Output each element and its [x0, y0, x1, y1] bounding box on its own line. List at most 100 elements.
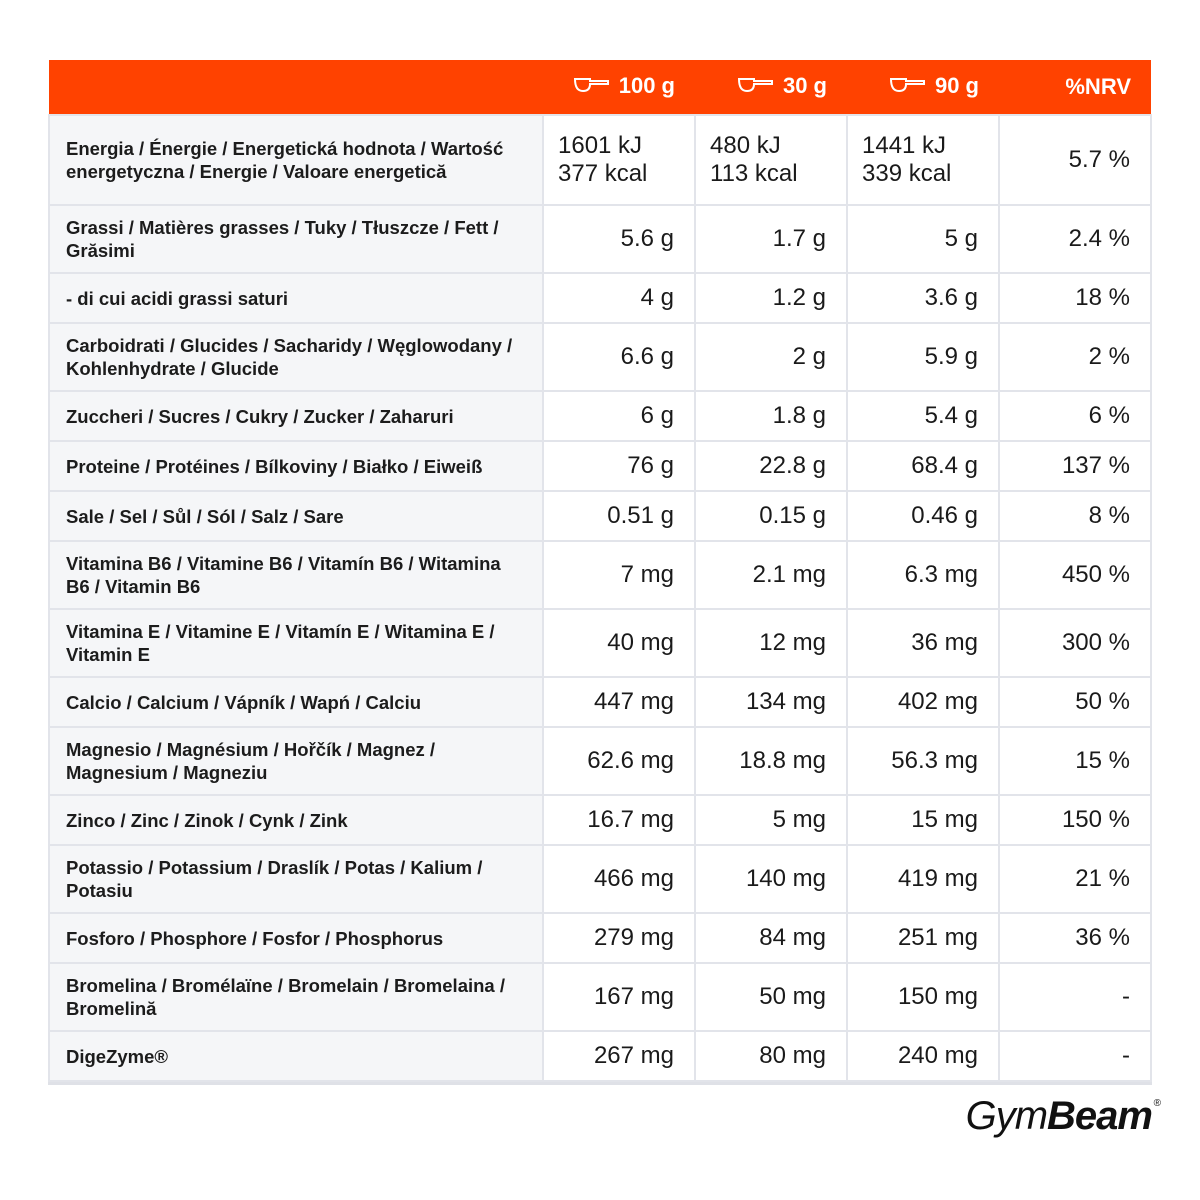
value-nrv: 450 % — [998, 540, 1152, 610]
value-kj: 1601 kJ — [558, 132, 643, 159]
value-30g: 1.8 g — [694, 390, 848, 442]
nutrient-name: Carboidrati / Glucides / Sacharidy / Węg… — [48, 322, 544, 392]
nutrient-name: Magnesio / Magnésium / Hořčík / Magnez /… — [48, 726, 544, 796]
table-row: Vitamina E / Vitamine E / Vitamín E / Wi… — [48, 608, 1152, 678]
header-name-cell — [49, 60, 543, 115]
value-30g: 22.8 g — [694, 440, 848, 492]
nutrient-name: Proteine / Protéines / Bílkoviny / Białk… — [48, 440, 544, 492]
table-row: Fosforo / Phosphore / Fosfor / Phosphoru… — [48, 912, 1152, 964]
value-100g: 40 mg — [542, 608, 696, 678]
header-col-90g: 90 g — [847, 60, 999, 115]
value-nrv: - — [998, 1030, 1152, 1082]
value-90g: 56.3 mg — [846, 726, 1000, 796]
value-30g: 1.2 g — [694, 272, 848, 324]
scoop-icon — [889, 73, 925, 99]
value-100g: 76 g — [542, 440, 696, 492]
table-row: Energia / Énergie / Energetická hodnota … — [48, 114, 1152, 206]
header-col-100g-label: 100 g — [618, 73, 675, 99]
scoop-icon — [573, 73, 609, 99]
header-row: 100 g 30 g 90 g %NRV — [49, 60, 1151, 115]
header-col-90g-label: 90 g — [934, 73, 979, 99]
value-kcal: 113 kcal — [710, 160, 798, 187]
value-100g: 6 g — [542, 390, 696, 442]
value-30g: 5 mg — [694, 794, 848, 846]
value-30g: 2 g — [694, 322, 848, 392]
nutrition-table: 100 g 30 g 90 g %NRV — [48, 60, 1152, 1082]
value-nrv: 2 % — [998, 322, 1152, 392]
table-row: DigeZyme® 267 mg 80 mg 240 mg - — [48, 1030, 1152, 1082]
gymbeam-logo: GymBeam ® — [966, 1094, 1161, 1139]
table-row: Sale / Sel / Sůl / Sól / Salz / Sare 0.5… — [48, 490, 1152, 542]
value-30g: 12 mg — [694, 608, 848, 678]
table-row: Bromelina / Bromélaïne / Bromelain / Bro… — [48, 962, 1152, 1032]
registered-mark: ® — [1153, 1098, 1161, 1109]
header-col-30g: 30 g — [695, 60, 847, 115]
scoop-icon — [737, 73, 773, 99]
value-nrv: 137 % — [998, 440, 1152, 492]
value-100g: 279 mg — [542, 912, 696, 964]
nutrient-name: Energia / Énergie / Energetická hodnota … — [48, 114, 544, 206]
table-row: Zuccheri / Sucres / Cukry / Zucker / Zah… — [48, 390, 1152, 442]
table-row: Zinco / Zinc / Zinok / Cynk / Zink 16.7 … — [48, 794, 1152, 846]
value-nrv: - — [998, 962, 1152, 1032]
logo-text-beam: Beam — [1047, 1094, 1153, 1138]
table-body: Energia / Énergie / Energetická hodnota … — [48, 114, 1152, 1082]
nutrient-name: Bromelina / Bromélaïne / Bromelain / Bro… — [48, 962, 544, 1032]
value-100g: 1601 kJ 377 kcal — [542, 114, 696, 206]
value-nrv: 21 % — [998, 844, 1152, 914]
nutrient-name: Vitamina B6 / Vitamine B6 / Vitamín B6 /… — [48, 540, 544, 610]
value-30g: 2.1 mg — [694, 540, 848, 610]
table-header: 100 g 30 g 90 g %NRV — [49, 60, 1151, 115]
value-30g: 0.15 g — [694, 490, 848, 542]
value-100g: 4 g — [542, 272, 696, 324]
value-90g: 5.9 g — [846, 322, 1000, 392]
nutrition-table-wrapper: 100 g 30 g 90 g %NRV — [48, 60, 1152, 1085]
value-100g: 0.51 g — [542, 490, 696, 542]
value-kj: 1441 kJ — [862, 132, 947, 159]
value-90g: 6.3 mg — [846, 540, 1000, 610]
value-90g: 150 mg — [846, 962, 1000, 1032]
value-30g: 1.7 g — [694, 204, 848, 274]
table-row: Proteine / Protéines / Bílkoviny / Białk… — [48, 440, 1152, 492]
value-100g: 62.6 mg — [542, 726, 696, 796]
value-nrv: 2.4 % — [998, 204, 1152, 274]
table-row: Potassio / Potassium / Draslík / Potas /… — [48, 844, 1152, 914]
nutrient-name: Potassio / Potassium / Draslík / Potas /… — [48, 844, 544, 914]
nutrient-name: - di cui acidi grassi saturi — [48, 272, 544, 324]
table-row: Carboidrati / Glucides / Sacharidy / Węg… — [48, 322, 1152, 392]
value-90g: 240 mg — [846, 1030, 1000, 1082]
value-90g: 5 g — [846, 204, 1000, 274]
value-100g: 167 mg — [542, 962, 696, 1032]
value-nrv: 5.7 % — [998, 114, 1152, 206]
value-30g: 50 mg — [694, 962, 848, 1032]
table-row: - di cui acidi grassi saturi 4 g 1.2 g 3… — [48, 272, 1152, 324]
table-row: Vitamina B6 / Vitamine B6 / Vitamín B6 /… — [48, 540, 1152, 610]
value-100g: 16.7 mg — [542, 794, 696, 846]
value-30g: 84 mg — [694, 912, 848, 964]
value-90g: 3.6 g — [846, 272, 1000, 324]
value-90g: 15 mg — [846, 794, 1000, 846]
header-col-30g-label: 30 g — [782, 73, 827, 99]
value-kcal: 339 kcal — [862, 160, 952, 187]
value-30g: 480 kJ 113 kcal — [694, 114, 848, 206]
value-100g: 267 mg — [542, 1030, 696, 1082]
table-row: Calcio / Calcium / Vápník / Wapń / Calci… — [48, 676, 1152, 728]
value-nrv: 18 % — [998, 272, 1152, 324]
value-90g: 68.4 g — [846, 440, 1000, 492]
table-row: Magnesio / Magnésium / Hořčík / Magnez /… — [48, 726, 1152, 796]
value-90g: 36 mg — [846, 608, 1000, 678]
value-100g: 5.6 g — [542, 204, 696, 274]
value-90g: 5.4 g — [846, 390, 1000, 442]
nutrient-name: Fosforo / Phosphore / Fosfor / Phosphoru… — [48, 912, 544, 964]
nutrient-name: Vitamina E / Vitamine E / Vitamín E / Wi… — [48, 608, 544, 678]
value-90g: 1441 kJ 339 kcal — [846, 114, 1000, 206]
value-30g: 140 mg — [694, 844, 848, 914]
value-nrv: 50 % — [998, 676, 1152, 728]
nutrient-name: Sale / Sel / Sůl / Sól / Salz / Sare — [48, 490, 544, 542]
nutrient-name: Grassi / Matières grasses / Tuky / Tłusz… — [48, 204, 544, 274]
value-nrv: 36 % — [998, 912, 1152, 964]
value-30g: 18.8 mg — [694, 726, 848, 796]
value-kcal: 377 kcal — [558, 160, 648, 187]
value-kj: 480 kJ — [710, 132, 781, 159]
nutrient-name: Zuccheri / Sucres / Cukry / Zucker / Zah… — [48, 390, 544, 442]
